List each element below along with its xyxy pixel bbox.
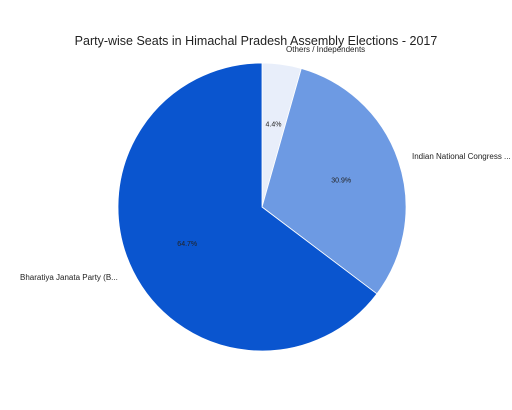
slice-category-label: Indian National Congress ... (412, 152, 511, 161)
pie-slice (261, 67, 407, 295)
slice-value-label: 64.7% (177, 241, 197, 248)
chart-title: Party-wise Seats in Himachal Pradesh Ass… (74, 34, 438, 48)
slice-category-label: Others / Independents (286, 45, 365, 54)
slice-value-label: 30.9% (331, 177, 351, 184)
slice-value-label: 4.4% (266, 121, 282, 128)
slice-category-label: Bharatiya Janata Party (B... (20, 273, 118, 282)
pie-slice (117, 62, 378, 352)
